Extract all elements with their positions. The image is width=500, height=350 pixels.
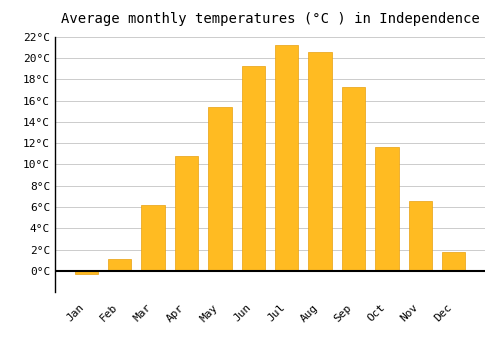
- Title: Average monthly temperatures (°C ) in Independence: Average monthly temperatures (°C ) in In…: [60, 12, 480, 26]
- Bar: [275, 46, 298, 271]
- Bar: [342, 87, 365, 271]
- Bar: [74, 271, 98, 274]
- Bar: [408, 201, 432, 271]
- Bar: [208, 107, 232, 271]
- Bar: [175, 156, 198, 271]
- Bar: [108, 259, 132, 271]
- Bar: [442, 252, 466, 271]
- Bar: [375, 147, 398, 271]
- Bar: [142, 205, 165, 271]
- Bar: [242, 65, 265, 271]
- Bar: [308, 52, 332, 271]
